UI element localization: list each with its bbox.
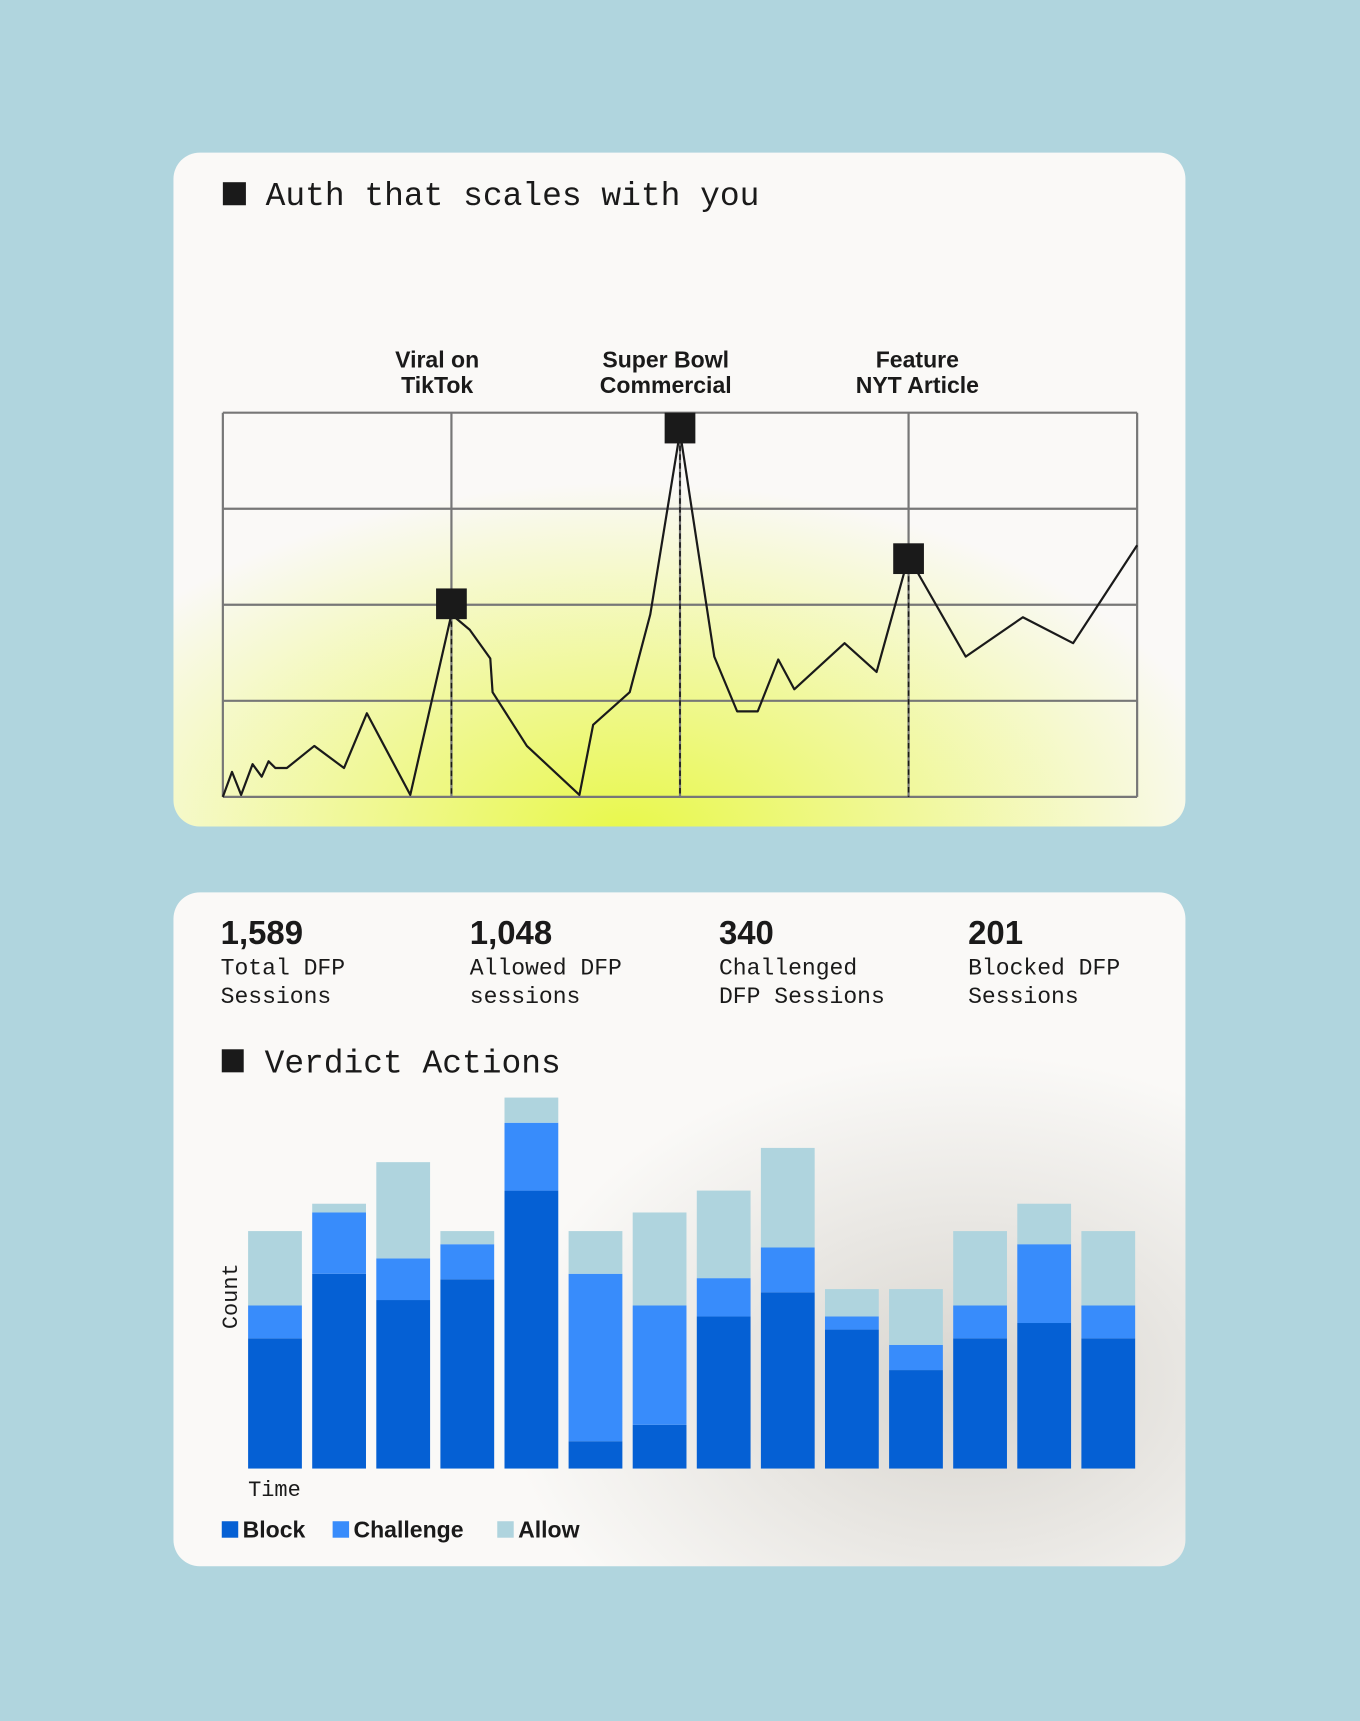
bar-segment	[376, 1162, 431, 1259]
bar-segment	[1081, 1305, 1136, 1339]
annotation-label: Viral on	[395, 347, 479, 373]
legend-swatch	[332, 1521, 350, 1538]
stat-value: 1,589	[221, 914, 303, 951]
stat-value: 201	[968, 914, 1023, 951]
bar-segment	[568, 1273, 623, 1442]
annotation-label: Super Bowl	[602, 347, 729, 373]
bar-segment	[953, 1305, 1007, 1339]
bar-segment	[824, 1316, 879, 1330]
legend-label: Allow	[518, 1517, 579, 1543]
annotation-label: NYT Article	[856, 372, 979, 398]
chart-title: Auth that scales with you	[266, 178, 760, 215]
y-axis-label: Count	[219, 1263, 244, 1329]
stat-value: 1,048	[470, 914, 552, 951]
stat-caption: sessions	[470, 984, 581, 1010]
annotation-label: TikTok	[401, 372, 473, 398]
bar-segment	[760, 1147, 815, 1248]
stat-caption: Blocked DFP	[968, 956, 1120, 982]
bar-segment	[760, 1247, 815, 1293]
bar-segment	[632, 1305, 687, 1425]
title-icon	[221, 1049, 244, 1073]
bar-segment	[1017, 1323, 1072, 1469]
annotation-marker	[664, 412, 696, 444]
bar-segment	[248, 1231, 302, 1306]
bar-segment	[568, 1441, 623, 1469]
bar-segment	[376, 1300, 431, 1469]
legend-label: Block	[243, 1517, 306, 1543]
bar-segment	[440, 1279, 495, 1469]
bar-segment	[824, 1289, 879, 1317]
legend-swatch	[497, 1521, 514, 1538]
bar-segment	[889, 1370, 943, 1469]
bar-segment	[632, 1212, 687, 1306]
annotation-label: Feature	[876, 347, 959, 373]
bar-segment	[824, 1329, 879, 1469]
stat-value: 340	[719, 914, 774, 951]
bar-segment	[376, 1258, 431, 1301]
title-icon	[222, 182, 246, 206]
bar-segment	[568, 1231, 623, 1274]
bar-segment	[760, 1292, 815, 1469]
stat-caption: Total DFP	[221, 956, 345, 982]
legend-swatch	[221, 1521, 239, 1538]
bar-segment	[632, 1424, 687, 1469]
annotation-marker	[893, 543, 924, 575]
bar-segment	[504, 1190, 559, 1469]
line	[221, 430, 1139, 798]
bar-segment	[248, 1305, 302, 1339]
bar-segment	[504, 1122, 559, 1191]
chart-title: Verdict Actions	[265, 1045, 561, 1082]
bar-segment	[248, 1338, 302, 1469]
bar-segment	[440, 1244, 495, 1280]
bar-segment	[312, 1212, 366, 1274]
bar-segment	[953, 1338, 1007, 1469]
stat-caption: Allowed DFP	[470, 956, 622, 982]
stat-caption: DFP Sessions	[719, 984, 885, 1010]
bar-segment	[1017, 1244, 1072, 1324]
annotation-marker	[436, 588, 467, 620]
stat-caption: Sessions	[968, 984, 1079, 1010]
bar-segment	[696, 1190, 751, 1279]
annotation-label: Commercial	[600, 372, 732, 398]
bar-segment	[1017, 1203, 1072, 1245]
bar-segment	[696, 1316, 751, 1469]
glow	[173, 482, 1186, 827]
bar-segment	[504, 1097, 559, 1123]
bar-segment	[696, 1278, 751, 1317]
bar-segment	[953, 1231, 1007, 1306]
x-axis-label: Time	[248, 1478, 301, 1503]
stat-caption: Challenged	[719, 956, 857, 982]
bar-segment	[1081, 1338, 1136, 1469]
bar-segment	[889, 1289, 943, 1345]
bar-segment	[440, 1231, 495, 1245]
legend-label: Challenge	[353, 1517, 463, 1543]
bar-segment	[312, 1203, 366, 1213]
bar-segment	[889, 1344, 943, 1371]
bar-segment	[312, 1273, 366, 1469]
bar-segment	[1081, 1231, 1136, 1306]
stat-caption: Sessions	[221, 984, 332, 1010]
